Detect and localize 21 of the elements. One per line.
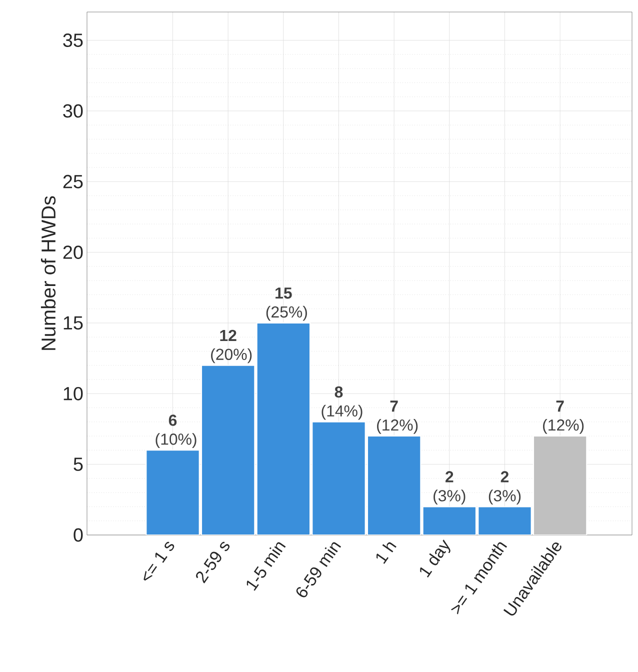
x-tick-label: <= 1 s: [144, 542, 174, 581]
data-label: 2 (3%): [434, 471, 466, 505]
data-label: 8 (14%): [322, 386, 362, 420]
y-tick-label: 20: [63, 246, 83, 259]
y-tick-label: 25: [63, 174, 83, 188]
y-tick-label: 0: [74, 528, 83, 542]
data-label: 7 (12%): [543, 400, 584, 434]
data-label: 7 (12%): [377, 400, 418, 434]
y-tick-label: 5: [74, 458, 83, 471]
x-tick-label: 1 day: [420, 540, 450, 578]
y-tick-label: 10: [64, 386, 83, 400]
x-tick-label: 1 h: [376, 542, 396, 564]
data-label: 6 (10%): [156, 414, 196, 448]
data-label: 12 (20%): [211, 330, 252, 364]
data-label: 2 (3%): [488, 471, 521, 505]
x-tick-label: 1-5 min: [246, 542, 286, 591]
y-tick-label: 15: [64, 316, 83, 330]
y-tick-label: 30: [63, 104, 83, 118]
data-label: 15 (25%): [266, 288, 307, 321]
y-tick-label: 35: [63, 34, 83, 47]
y-axis-title: Number of HWDs: [40, 196, 56, 350]
